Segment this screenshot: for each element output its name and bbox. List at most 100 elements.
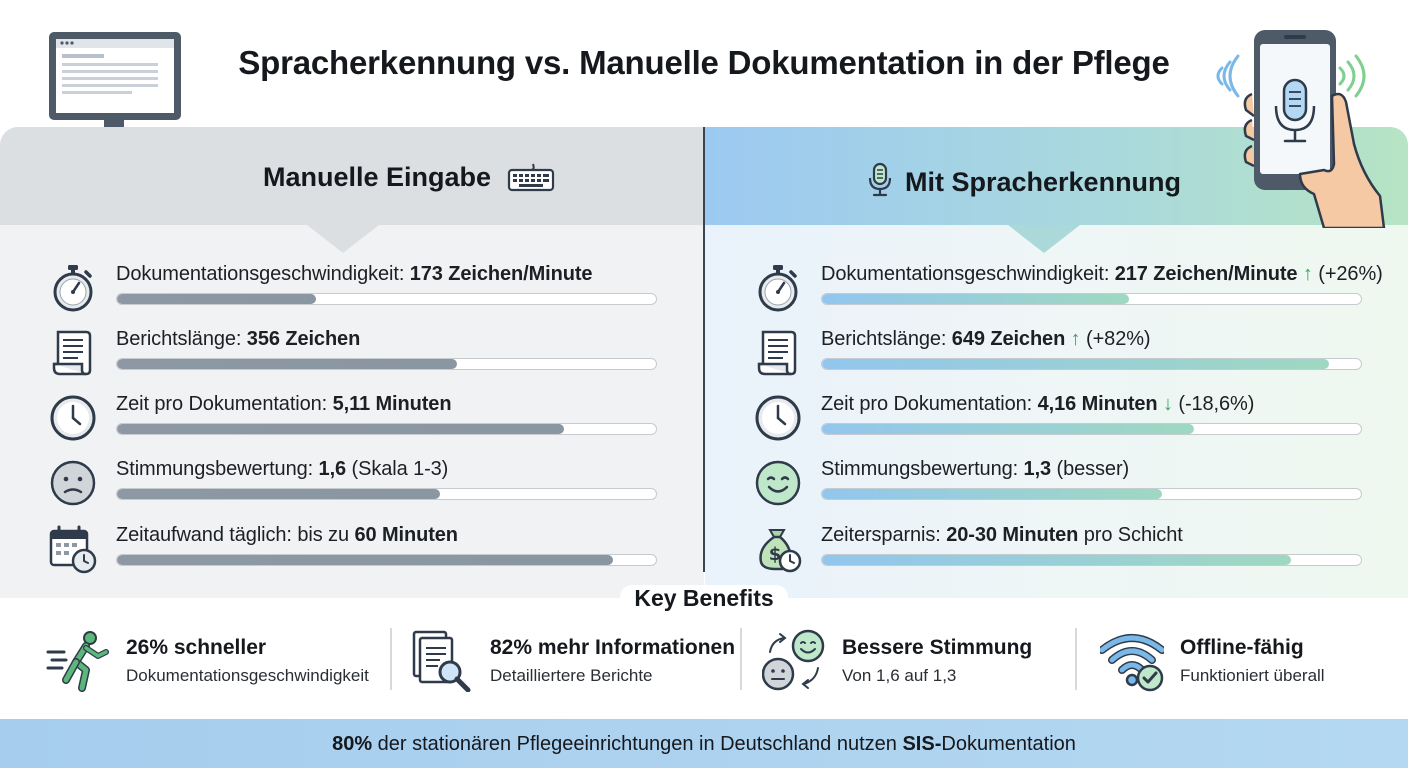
arrow-down-icon: ↓ [1163, 393, 1173, 415]
key-benefits-title-text: Key Benefits [620, 585, 788, 611]
benefit-mood-subtitle: Von 1,6 auf 1,3 [842, 666, 957, 685]
key-benefits-title: Key Benefits [0, 585, 1408, 612]
speech-time-change: (-18,6%) [1172, 393, 1255, 415]
manual-length-label: Berichtslänge: [116, 328, 247, 350]
speech-panel-title-text: Mit Spracherkennung [905, 167, 1182, 197]
manual-panel: Manuelle Eingabe Dokumentationsgeschwind… [0, 127, 704, 598]
manual-time-label: Zeit pro Dokumentation: [116, 393, 333, 415]
speech-time-bar [821, 423, 1362, 435]
manual-mood-value: 1,6 [318, 458, 347, 480]
speech-panel: Mit Spracherkennung Dokumentationsgeschw… [705, 127, 1408, 598]
speech-row-speed: Dokumentationsgeschwindigkeit: 217 Zeich… [705, 263, 1408, 323]
manual-length-bar [116, 358, 657, 370]
sad-face-icon [48, 458, 98, 508]
footer-banner: 80% der stationären Pflegeeinrichtungen … [0, 719, 1408, 768]
speech-savings-bar-fill [822, 555, 1291, 565]
mood-change-icon [762, 629, 825, 691]
speech-row-savings: Zeitersparnis: 20-30 Minuten pro Schicht [705, 524, 1408, 584]
manual-row-time: Zeit pro Dokumentation: 5,11 Minuten [0, 393, 704, 453]
manual-row-daily: Zeitaufwand täglich: bis zu 60 Minuten [0, 524, 704, 584]
clock-icon [48, 393, 98, 443]
footer-text: der stationären Pflegeeinrichtungen in D… [372, 733, 903, 755]
speech-mood-bar-fill [822, 489, 1162, 499]
manual-speed-bar-fill [117, 294, 317, 304]
happy-face-icon [753, 458, 803, 508]
speech-speed-label: Dokumentationsgeschwindigkeit: [821, 263, 1115, 285]
document-icon [48, 328, 98, 378]
speech-length-bar-fill [822, 359, 1329, 369]
manual-mood-bar-fill [117, 489, 441, 499]
clock-icon [753, 393, 803, 443]
speech-savings-suffix: pro Schicht [1078, 524, 1183, 546]
manual-length-bar-fill [117, 359, 457, 369]
speech-row-length: Berichtslänge: 649 Zeichen ↑ (+82%) [705, 328, 1408, 388]
speech-time-value: 4,16 Minuten [1037, 393, 1158, 415]
speech-panel-pointer [1008, 225, 1080, 253]
arrow-up-icon: ↑ [1070, 328, 1081, 350]
speech-savings-value: 20-30 Minuten [946, 524, 1079, 546]
footer-tail: Dokumentation [941, 733, 1076, 755]
manual-time-bar [116, 423, 657, 435]
arrow-up-icon: ↑ [1302, 263, 1313, 285]
benefit-faster-title: 26% schneller [126, 636, 267, 659]
benefit-mood-title: Bessere Stimmung [842, 636, 1033, 659]
speech-speed-bar-fill [822, 294, 1130, 304]
speech-panel-title: Mit Spracherkennung [865, 162, 1181, 198]
speech-mood-bar [821, 488, 1362, 500]
document-icon [753, 328, 803, 378]
money-bag-clock-icon [753, 524, 803, 574]
stopwatch-icon [753, 263, 803, 313]
manual-panel-pointer [307, 225, 379, 253]
manual-speed-value: 173 Zeichen/Minute [409, 263, 593, 285]
speech-speed-bar [821, 293, 1362, 305]
speech-savings-bar [821, 554, 1362, 566]
speech-mood-label: Stimmungsbewertung: [821, 458, 1024, 480]
manual-panel-title-text: Manuelle Eingabe [263, 162, 492, 192]
manual-daily-bar-fill [117, 555, 613, 565]
speech-speed-change: (+26%) [1312, 263, 1383, 285]
speech-row-time: Zeit pro Dokumentation: 4,16 Minuten ↓ (… [705, 393, 1408, 453]
speech-time-label: Zeit pro Dokumentation: [821, 393, 1038, 415]
footer-sis: SIS- [902, 733, 942, 755]
benefit-more-info-title: 82% mehr Informationen [490, 636, 736, 659]
manual-daily-label: Zeitaufwand täglich: bis zu [116, 524, 355, 546]
speech-savings-label: Zeitersparnis: [821, 524, 947, 546]
benefit-more-info-subtitle: Detailliertere Berichte [490, 666, 653, 685]
manual-panel-header [0, 127, 704, 225]
manual-row-speed: Dokumentationsgeschwindigkeit: 173 Zeich… [0, 263, 704, 323]
speech-row-mood: Stimmungsbewertung: 1,3 (besser) [705, 458, 1408, 518]
smartphone-microphone-icon [1216, 30, 1386, 228]
manual-time-bar-fill [117, 424, 565, 434]
manual-panel-title: Manuelle Eingabe [263, 162, 555, 193]
speech-mood-suffix: (besser) [1051, 458, 1130, 480]
benefit-offline-title: Offline-fähig [1180, 636, 1304, 659]
panel-divider [703, 127, 705, 572]
speech-length-value: 649 Zeichen [951, 328, 1066, 350]
speech-length-label: Berichtslänge: [821, 328, 952, 350]
manual-row-length: Berichtslänge: 356 Zeichen [0, 328, 704, 388]
page-title: Spracherkennung vs. Manuelle Dokumentati… [238, 44, 1170, 81]
speech-length-bar [821, 358, 1362, 370]
speech-mood-value: 1,3 [1023, 458, 1052, 480]
manual-time-value: 5,11 Minuten [332, 393, 452, 415]
manual-speed-bar [116, 293, 657, 305]
speech-length-change: (+82%) [1080, 328, 1151, 350]
manual-mood-bar [116, 488, 657, 500]
benefit-separator [1075, 628, 1077, 690]
manual-mood-label: Stimmungsbewertung: [116, 458, 319, 480]
document-search-icon [412, 630, 471, 692]
benefit-faster-subtitle: Dokumentationsgeschwindigkeit [126, 666, 369, 685]
footer-percentage: 80% [332, 733, 373, 755]
benefit-separator [740, 628, 742, 690]
manual-row-mood: Stimmungsbewertung: 1,6 (Skala 1-3) [0, 458, 704, 518]
speech-speed-value: 217 Zeichen/Minute [1114, 263, 1298, 285]
benefit-offline-subtitle: Funktioniert überall [1180, 666, 1325, 685]
manual-mood-suffix: (Skala 1-3) [346, 458, 449, 480]
stopwatch-icon [48, 263, 98, 313]
keyboard-icon [507, 163, 554, 192]
wifi-check-icon [1100, 634, 1164, 692]
benefit-separator [390, 628, 392, 690]
manual-daily-bar [116, 554, 657, 566]
calendar-clock-icon [48, 524, 98, 574]
manual-speed-label: Dokumentationsgeschwindigkeit: [116, 263, 410, 285]
